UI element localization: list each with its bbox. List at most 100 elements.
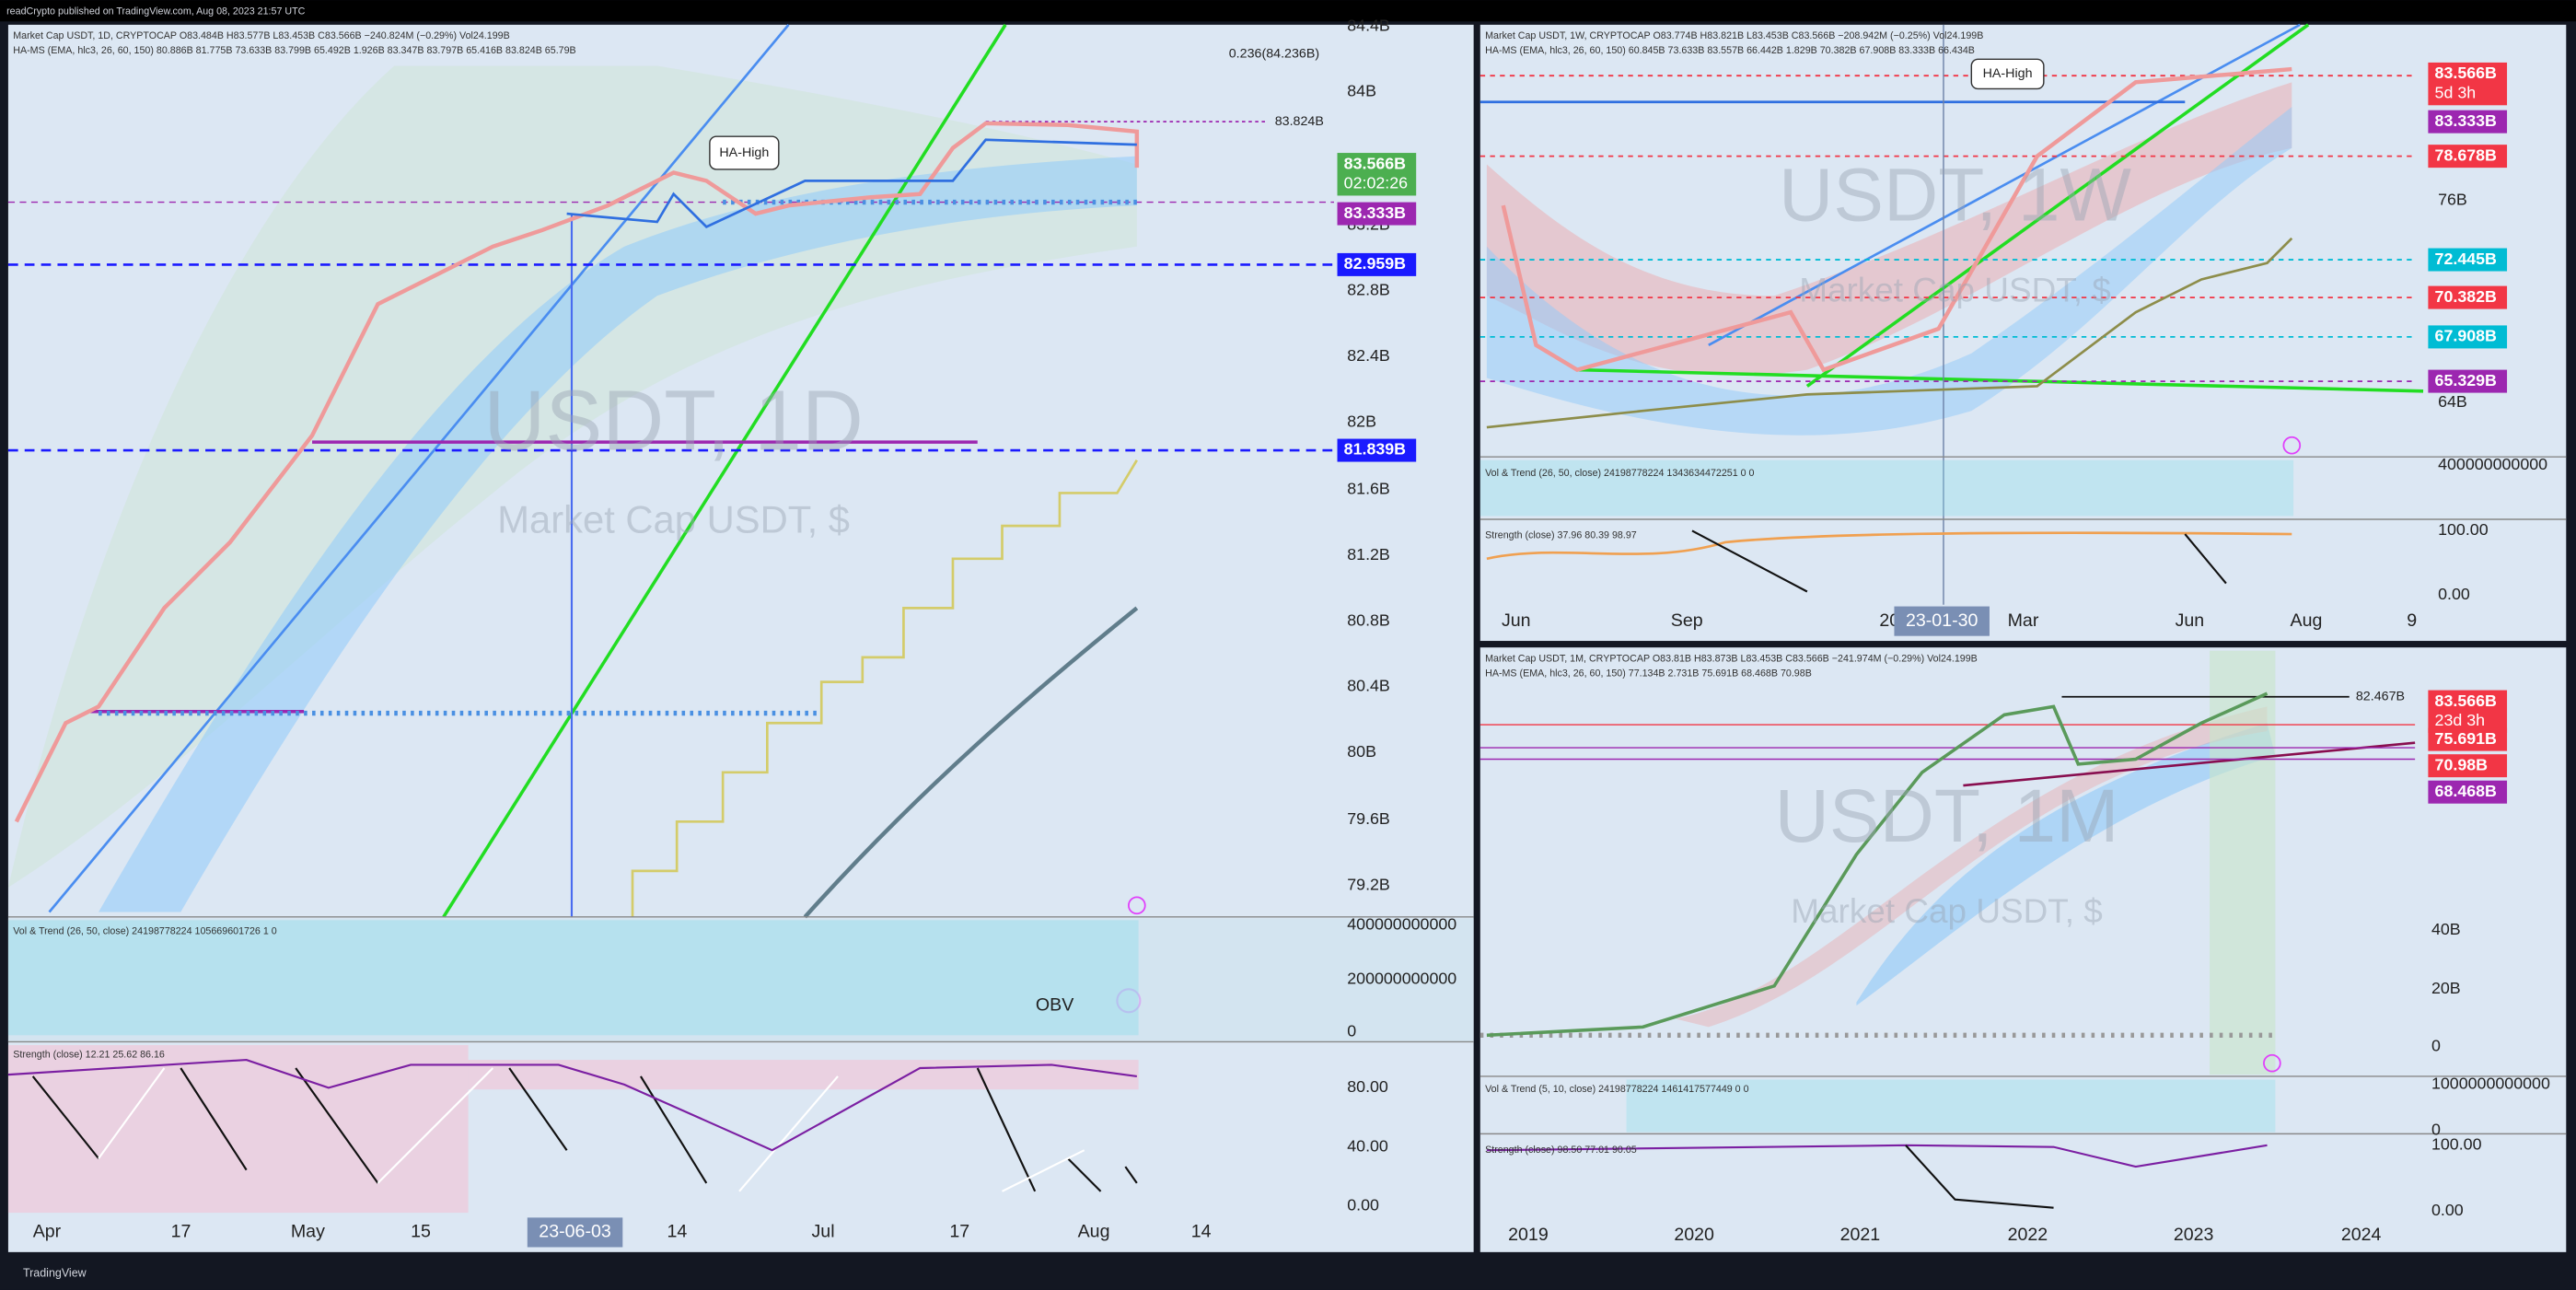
time-label: Aug [2291, 610, 2323, 631]
time-label: 2022 [2008, 1225, 2048, 1245]
price-label: 84.4B [1347, 16, 1390, 34]
daily-drawings [7, 23, 1334, 1014]
time-label: May [291, 1222, 325, 1242]
time-label: 2023 [2174, 1225, 2214, 1245]
indicator-axis-label: 200000000000 [1347, 969, 1456, 987]
cursor-time-box [1894, 606, 1990, 636]
price-label: 64B [2438, 392, 2467, 411]
indicator-label: Strength (close) 12.21 25.62 86.16 [13, 1050, 165, 1061]
indicator-axis-label: 100.00 [2438, 520, 2489, 539]
indicator-axis-label: 40.00 [1347, 1136, 1388, 1155]
time-label: Apr [33, 1222, 62, 1242]
indicator-axis-label: 0.00 [1347, 1196, 1379, 1214]
price-badge [1337, 153, 1417, 196]
price-label: 79.6B [1347, 809, 1390, 828]
watermark-name: Market Cap USDT, $ [1791, 892, 2103, 930]
price-badge [2428, 369, 2508, 393]
header-bar [0, 0, 2576, 22]
badge-value: 83.333B [1344, 203, 1407, 222]
watermark-symbol: USDT, 1M [1775, 774, 2119, 858]
legend-line: HA-MS (EMA, hlc3, 26, 60, 150) 77.134B 2… [1485, 668, 1812, 680]
indicator-axis-label: 100.00 [2431, 1135, 2482, 1154]
time-label: Sep [1671, 610, 1703, 631]
time-label: 14 [667, 1222, 687, 1242]
badge-value: 68.468B [2435, 782, 2498, 800]
price-label: 0 [2431, 1037, 2441, 1055]
legend-line: Market Cap USDT, 1M, CRYPTOCAP O83.81B H… [1485, 653, 1978, 664]
indicator-axis-label: 400000000000 [2438, 455, 2547, 473]
indicator-axis-label: 0.00 [2438, 585, 2470, 603]
annotation: 82.467B [2356, 689, 2405, 703]
price-label: 40B [2431, 920, 2461, 938]
price-badge [2428, 780, 2508, 804]
price-badge [2428, 145, 2508, 169]
time-label: 2019 [1508, 1225, 1549, 1245]
price-label: 79.2B [1347, 876, 1390, 894]
time-label: 15 [411, 1222, 431, 1242]
indicator-axis-label: 400000000000 [1347, 914, 1456, 933]
indicator-label: Strength (close) 37.96 80.39 98.97 [1485, 530, 1637, 541]
indicator-label: Vol & Trend (26, 50, close) 24198778224 … [1485, 468, 1754, 479]
watermark-name: Market Cap USDT, $ [497, 498, 850, 541]
legend-line: HA-MS (EMA, hlc3, 26, 60, 150) 60.845B 7… [1485, 45, 1975, 56]
watermark-symbol: USDT, 1D [483, 373, 863, 469]
badge-value: 70.382B [2435, 287, 2498, 306]
time-label: Jul [812, 1222, 835, 1242]
badge-value: 83.566B [2435, 64, 2498, 82]
time-label: 17 [949, 1222, 969, 1242]
time-label: 9 [2407, 610, 2417, 631]
price-label: 80.4B [1347, 677, 1390, 695]
badge-sub: 02:02:26 [1344, 174, 1408, 192]
time-label: 2024 [2341, 1225, 2382, 1245]
price-badge [1337, 252, 1417, 276]
price-label: 82B [1347, 412, 1376, 430]
price-badge [1337, 202, 1417, 226]
price-label: 76B [2438, 191, 2467, 209]
price-badge [1337, 438, 1417, 462]
badge-sub: 5d 3h [2435, 84, 2477, 102]
price-badge [2428, 754, 2508, 778]
price-badge [2428, 727, 2508, 751]
badge-value: 78.678B [2435, 145, 2498, 164]
watermark-symbol: USDT, 1W [1779, 153, 2132, 237]
badge-value: 72.445B [2435, 250, 2498, 268]
monthly-drawings [1479, 650, 2567, 1209]
cursor-time-box [527, 1217, 623, 1248]
price-label: 80B [1347, 742, 1376, 761]
indicator-axis-label: 80.00 [1347, 1077, 1388, 1096]
badge-value: 82.959B [1344, 254, 1407, 273]
legend-line: Market Cap USDT, 1D, CRYPTOCAP O83.484B … [13, 30, 509, 41]
time-label: Jun [2176, 610, 2205, 631]
annotation: HA-High [719, 145, 769, 160]
indicator-label: Vol & Trend (26, 50, close) 24198778224 … [13, 926, 276, 937]
annotation: 0.236(84.236B) [1229, 47, 1319, 62]
time-label: Aug [1078, 1222, 1110, 1242]
time-label: 23-06-03 [539, 1222, 611, 1242]
price-badge [2428, 285, 2508, 309]
indicator-axis-label: 0 [2431, 1121, 2441, 1139]
badge-sub: 23d 3h [2435, 711, 2486, 729]
brand: TradingView [23, 1266, 87, 1279]
time-label: 23-01-30 [1906, 610, 1978, 631]
price-badge [2428, 690, 2508, 733]
annotation: 83.824B [1275, 114, 1324, 129]
time-label: 2021 [1840, 1225, 1881, 1245]
time-label: 2020 [1674, 1225, 1714, 1245]
badge-value: 75.691B [2435, 729, 2498, 748]
time-label: Jun [1502, 610, 1531, 631]
badge-value: 83.333B [2435, 111, 2498, 130]
time-label: Mar [2008, 610, 2039, 631]
publisher: readCrypto published on TradingView.com,… [6, 6, 305, 17]
price-label: 81.2B [1347, 545, 1390, 564]
annotation: OBV [1036, 994, 1073, 1015]
price-badge [2428, 248, 2508, 272]
price-label: 80.8B [1347, 610, 1390, 629]
indicator-axis-label: 0.00 [2431, 1201, 2464, 1219]
price-label: 82.4B [1347, 346, 1390, 365]
weekly-drawings [1479, 23, 2567, 605]
indicator-label: Strength (close) 98.50 77.01 90.05 [1485, 1145, 1637, 1156]
legend-line: HA-MS (EMA, hlc3, 26, 60, 150) 80.886B 8… [13, 45, 575, 56]
badge-value: 65.329B [2435, 371, 2498, 389]
watermark-name: Market Cap USDT, $ [1799, 271, 2111, 308]
